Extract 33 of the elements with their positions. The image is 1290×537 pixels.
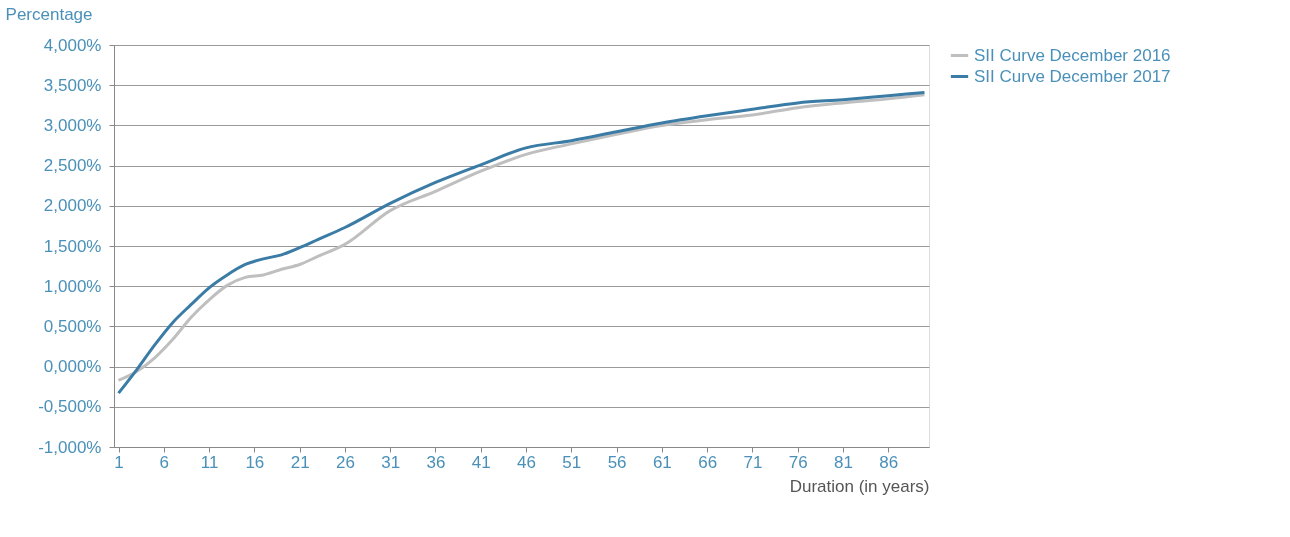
x-tick-label: 71 [743,452,763,472]
legend-label: SII Curve December 2017 [974,66,1171,86]
legend-label: SII Curve December 2016 [974,45,1171,65]
x-tick-label: 76 [788,452,808,472]
y-tick-label: 2,000% [43,196,102,216]
x-tick-label: 26 [335,452,355,472]
y-tick-label: 0,500% [43,316,102,336]
x-tick-label: 31 [381,452,401,472]
x-tick-label: 1 [114,452,124,472]
x-tick-label: 61 [652,452,672,472]
x-tick-label: 16 [245,452,265,472]
x-tick-label: 66 [698,452,718,472]
x-tick-label: 21 [290,452,310,472]
x-tick-label: 81 [834,452,853,472]
x-tick-label: 46 [517,452,536,472]
x-tick-label: 36 [426,452,446,472]
y-axis-title: Percentage [5,4,93,24]
y-tick-label: 1,000% [43,276,102,296]
y-tick-label: 3,000% [43,115,102,135]
x-tick-label: 41 [471,452,491,472]
y-tick-label: 2,500% [43,156,102,176]
x-tick-label: 6 [159,452,170,472]
y-tick-label: 3,500% [43,75,102,95]
y-tick-label: 4,000% [43,35,102,55]
y-tick-label: 1,500% [43,236,102,256]
x-axis-title: Duration (in years) [789,476,930,496]
x-tick-label: 11 [200,452,219,472]
x-tick-label: 56 [607,452,627,472]
y-tick-label: 0,000% [43,357,102,377]
y-tick-label: -1,000% [38,437,102,457]
x-tick-label: 51 [562,452,582,472]
x-tick-label: 86 [879,452,899,472]
y-tick-label: -0,500% [38,397,102,417]
